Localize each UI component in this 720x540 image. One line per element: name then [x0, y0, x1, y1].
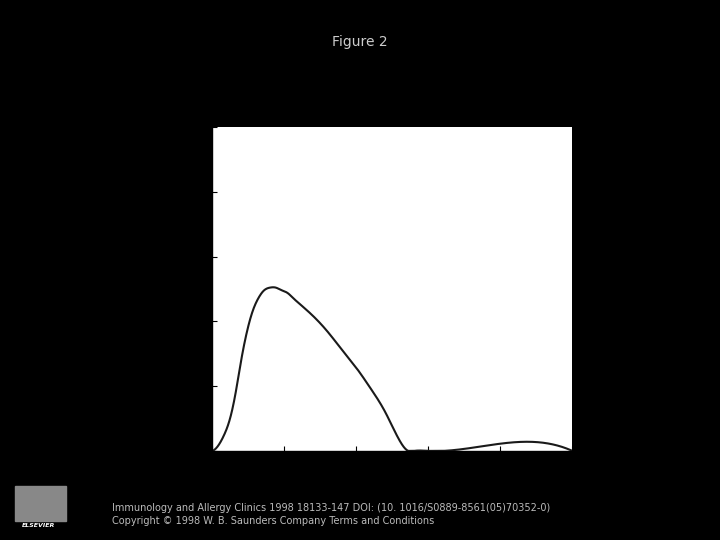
X-axis label: Volume (% predicted): Volume (% predicted)	[291, 475, 494, 494]
Y-axis label: Flow (% predicted): Flow (% predicted)	[158, 200, 176, 377]
Text: Copyright © 1998 W. B. Saunders Company Terms and Conditions: Copyright © 1998 W. B. Saunders Company …	[112, 516, 434, 526]
Text: Immunology and Allergy Clinics 1998 18133-147 DOI: (10. 1016/S0889-8561(05)70352: Immunology and Allergy Clinics 1998 1813…	[112, 503, 550, 514]
Text: Figure 2: Figure 2	[332, 35, 388, 49]
FancyBboxPatch shape	[14, 486, 66, 521]
Text: ELSEVIER: ELSEVIER	[22, 523, 55, 528]
